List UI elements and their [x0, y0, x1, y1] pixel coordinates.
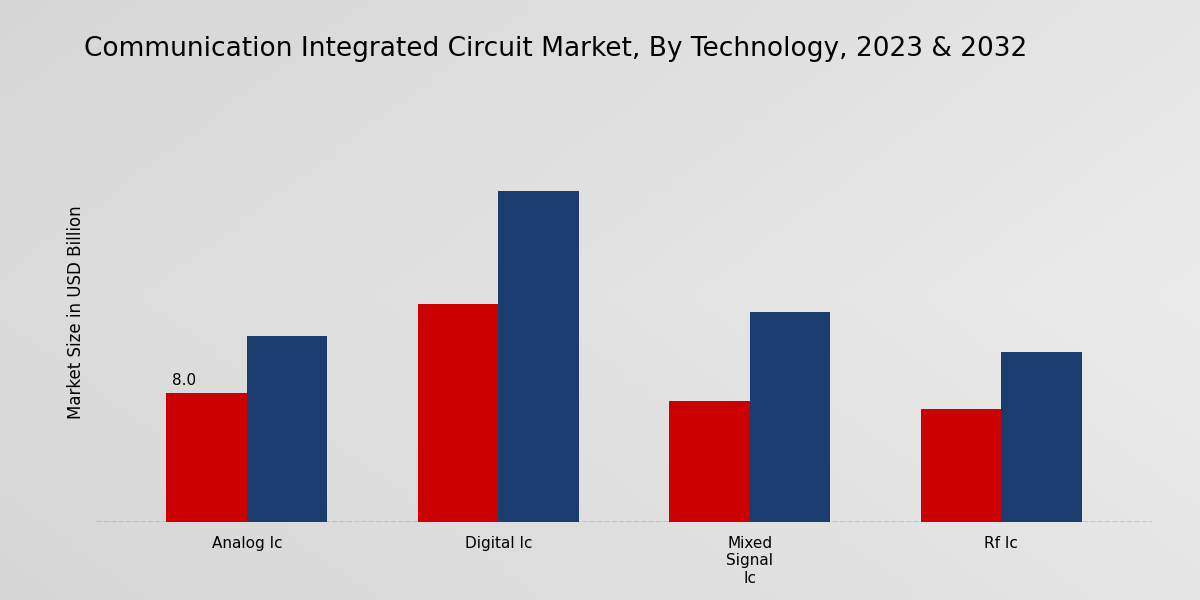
Bar — [247, 336, 328, 522]
Y-axis label: Market Size in USD Billion: Market Size in USD Billion — [67, 205, 85, 419]
Text: Communication Integrated Circuit Market, By Technology, 2023 & 2032: Communication Integrated Circuit Market,… — [84, 36, 1027, 62]
Bar — [920, 409, 1001, 522]
Text: 8.0: 8.0 — [173, 373, 197, 388]
Bar — [670, 401, 750, 522]
Bar — [167, 393, 247, 522]
Bar — [1001, 352, 1081, 522]
Bar — [418, 304, 498, 522]
Bar — [750, 312, 830, 522]
Bar — [498, 191, 578, 522]
